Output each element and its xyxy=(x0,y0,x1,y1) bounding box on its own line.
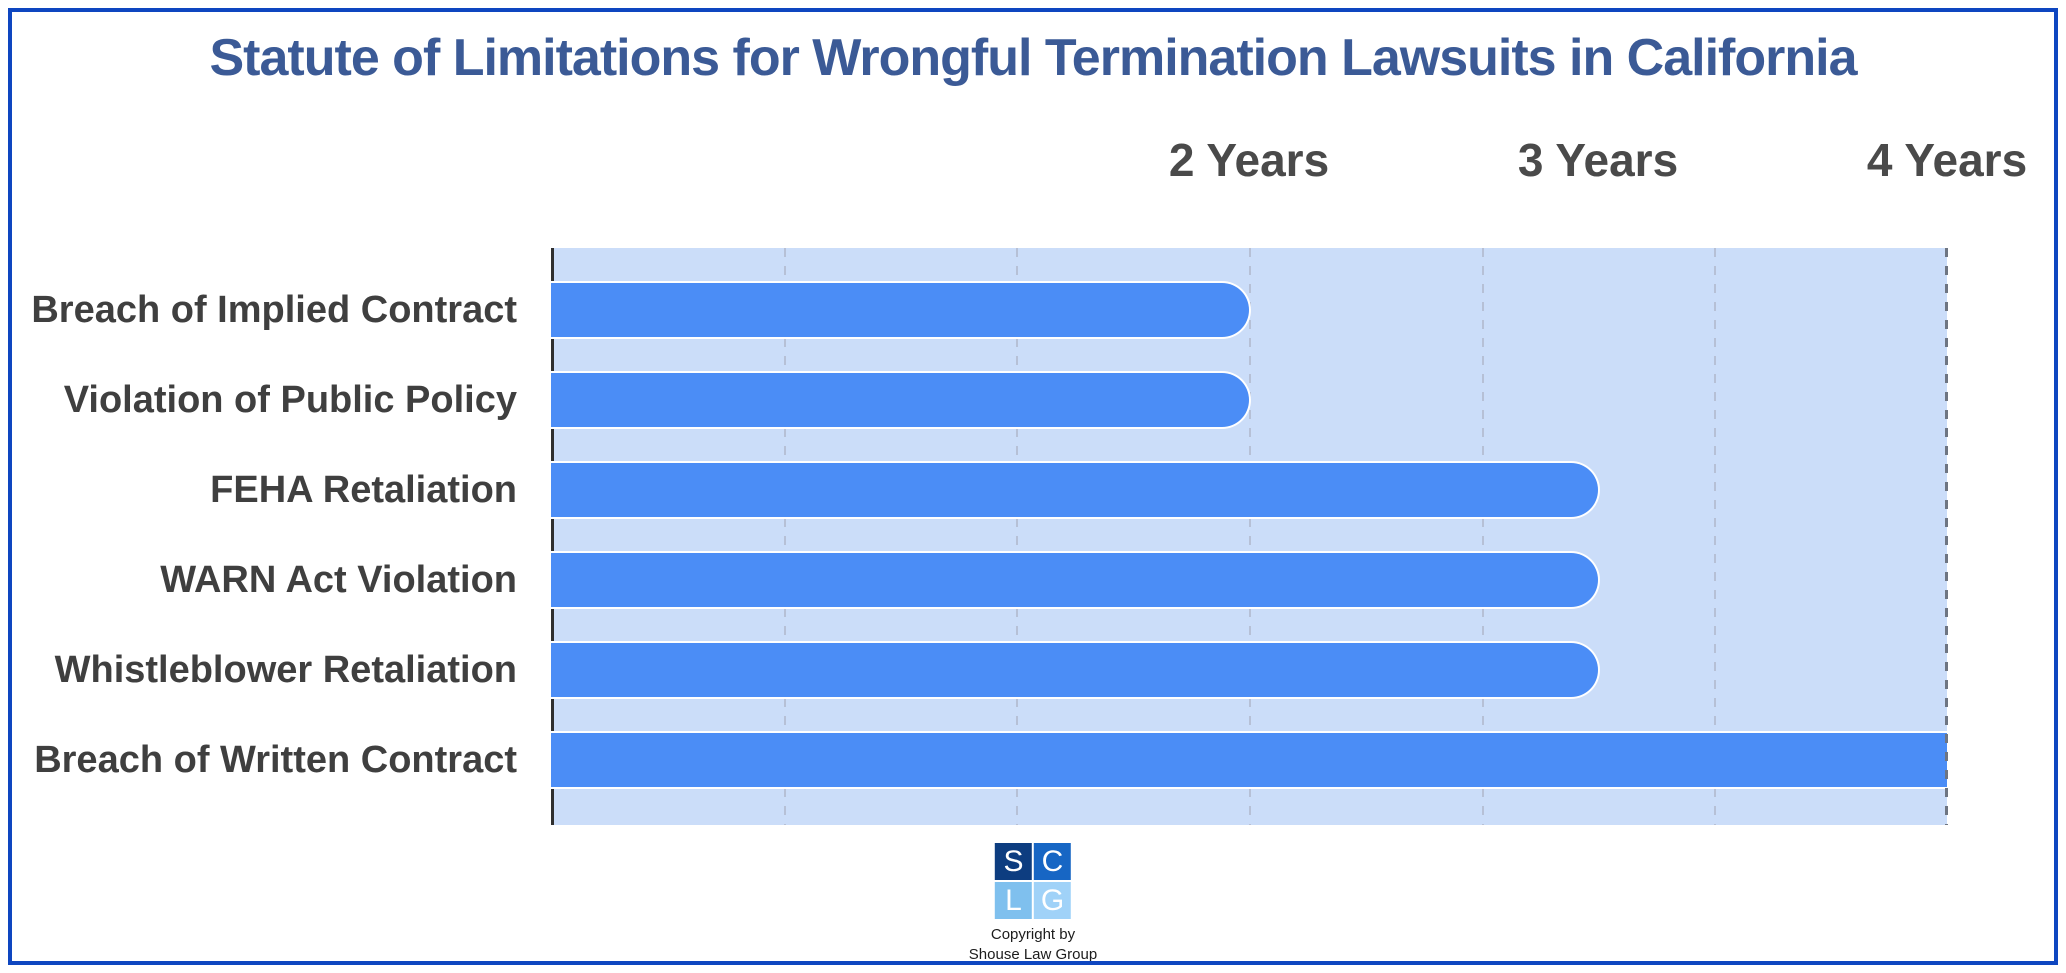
logo-cell-g: G xyxy=(1033,882,1071,919)
bar-breach-of-implied-contract xyxy=(551,281,1251,339)
logo-cell-c: C xyxy=(1033,843,1071,880)
category-label: Breach of Written Contract xyxy=(34,739,517,781)
gridline xyxy=(1249,248,1251,825)
copyright-line-1: Copyright by xyxy=(990,926,1076,943)
copyright-line-2: Shouse Law Group xyxy=(968,946,1098,963)
category-label: FEHA Retaliation xyxy=(210,469,517,511)
bar-violation-of-public-policy xyxy=(551,371,1251,429)
bar-warn-act-violation xyxy=(551,551,1600,609)
gridline xyxy=(783,248,786,825)
category-label: WARN Act Violation xyxy=(160,559,517,601)
category-label: Violation of Public Policy xyxy=(63,379,517,421)
sclg-logo: S C L G xyxy=(994,843,1071,919)
gridline xyxy=(1714,248,1717,825)
category-label: Whistleblower Retaliation xyxy=(54,649,517,691)
x-axis-labels: 2 Years 3 Years 4 Years xyxy=(551,130,2027,190)
x-axis-tick-label-2-years: 2 Years xyxy=(1168,134,1330,186)
gridline xyxy=(1016,248,1019,825)
category-labels: Breach of Implied Contract Violation of … xyxy=(12,248,517,825)
logo-cell-s: S xyxy=(994,843,1032,880)
gridline xyxy=(1481,248,1484,825)
bar-whistleblower-retaliation xyxy=(551,641,1600,699)
footer: S C L G Copyright by Shouse Law Group xyxy=(969,843,1097,965)
category-label: Breach of Implied Contract xyxy=(31,289,517,331)
x-axis-tick-label-4-years: 4 Years xyxy=(1866,134,2028,186)
bar-feha-retaliation xyxy=(551,461,1600,519)
logo-cell-l: L xyxy=(994,882,1032,919)
gridline-right-edge xyxy=(1945,248,1948,825)
copyright-text: Copyright by Shouse Law Group xyxy=(969,925,1097,965)
y-axis-line xyxy=(551,248,554,825)
x-axis-tick-label-3-years: 3 Years xyxy=(1517,134,1679,186)
bar-breach-of-written-contract xyxy=(551,731,1947,789)
chart-title: Statute of Limitations for Wrongful Term… xyxy=(209,29,1858,87)
plot-area xyxy=(551,248,1948,825)
